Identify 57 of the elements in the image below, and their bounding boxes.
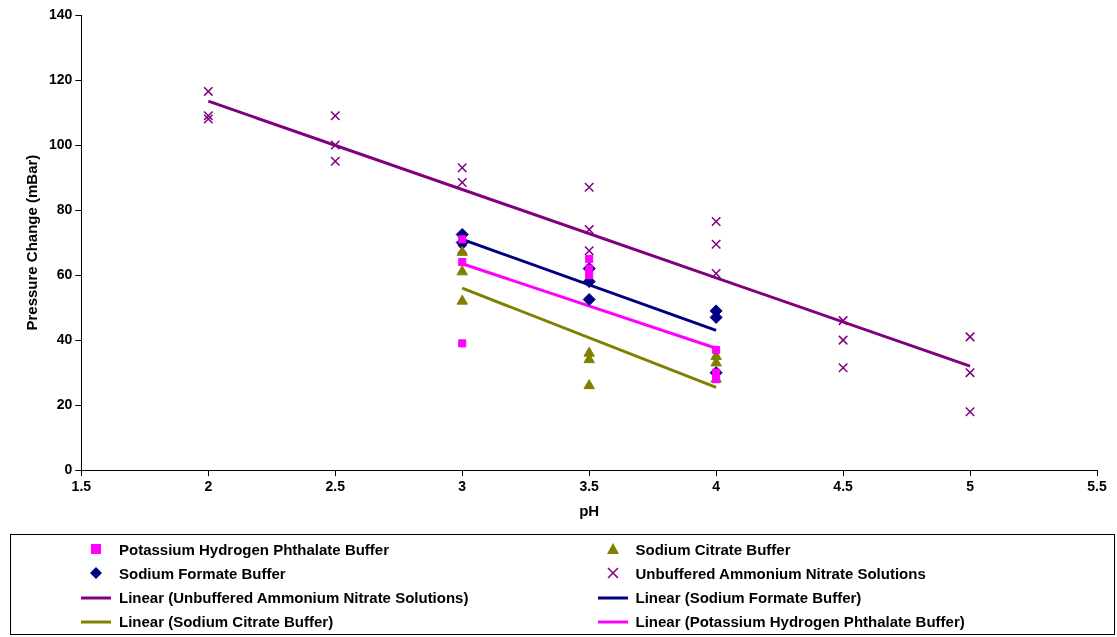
y-tick-label: 100 xyxy=(49,135,73,152)
point xyxy=(965,331,976,342)
point xyxy=(965,367,976,378)
legend-label: Linear (Potassium Hydrogen Phthalate Buffer) xyxy=(635,613,965,631)
point xyxy=(584,224,595,235)
x-tick-label: 4 xyxy=(712,478,721,495)
point xyxy=(838,362,849,373)
point xyxy=(456,265,468,276)
point xyxy=(585,254,594,263)
point xyxy=(203,86,214,97)
legend-label: Linear (Sodium Citrate Buffer) xyxy=(119,613,334,631)
y-tick-label: 60 xyxy=(56,265,73,282)
point xyxy=(965,406,976,417)
point xyxy=(330,156,341,167)
y-tick-label: 120 xyxy=(49,70,73,87)
point xyxy=(458,339,467,348)
x-tick-label: 3 xyxy=(458,478,467,495)
point xyxy=(458,258,467,267)
x-tick-label: 1.5 xyxy=(71,478,92,495)
x-tick-label: 2.5 xyxy=(325,478,346,495)
point xyxy=(457,177,468,188)
point xyxy=(712,345,721,354)
point xyxy=(584,245,595,256)
y-tick-label: 40 xyxy=(56,331,73,347)
point xyxy=(838,315,849,326)
point xyxy=(838,335,849,346)
y-tick-label: 140 xyxy=(49,5,73,22)
x-tick-label: 4.5 xyxy=(833,478,854,495)
point xyxy=(584,182,595,193)
x-tick-label: 2 xyxy=(204,478,213,495)
x-tick-label: 3.5 xyxy=(579,478,600,495)
point xyxy=(711,239,722,250)
x-tick-label: 5 xyxy=(966,478,975,495)
point xyxy=(711,216,722,227)
point xyxy=(330,140,341,151)
point xyxy=(582,293,596,306)
point xyxy=(456,294,468,305)
point xyxy=(583,379,595,390)
point xyxy=(203,110,214,121)
legend-label: Unbuffered Ammonium Nitrate Solutions xyxy=(635,564,926,582)
point xyxy=(458,235,467,244)
point xyxy=(203,114,214,125)
point xyxy=(330,110,341,121)
y-tick-label: 20 xyxy=(56,396,73,413)
x-axis-title: pH xyxy=(579,502,600,520)
legend-label: Linear (Sodium Formate Buffer) xyxy=(635,589,862,606)
point xyxy=(711,268,722,279)
legend-label: Sodium Formate Buffer xyxy=(119,564,286,582)
x-tick-label: 5.5 xyxy=(1087,478,1107,495)
legend-label: Potassium Hydrogen Phthalate Buffer xyxy=(119,540,390,558)
legend-label: Sodium Citrate Buffer xyxy=(635,540,791,558)
y-tick-label: 80 xyxy=(56,200,73,217)
y-tick-label: 0 xyxy=(64,461,73,478)
legend-label: Linear (Unbuffered Ammonium Nitrate Solutions) xyxy=(119,589,469,606)
y-axis-title: Pressure Change (mBar) xyxy=(23,154,41,331)
point xyxy=(585,271,594,280)
point xyxy=(457,162,468,173)
